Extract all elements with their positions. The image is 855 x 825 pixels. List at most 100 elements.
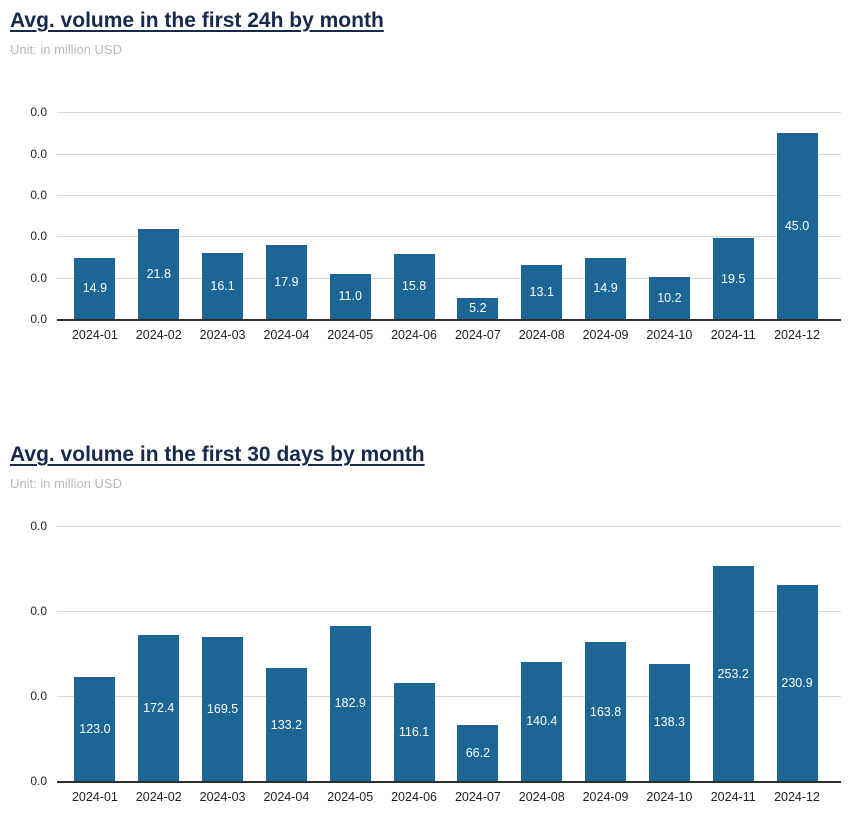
x-tick-label: 2024-02 [135, 790, 182, 805]
bar-value-label: 15.8 [401, 279, 427, 294]
plot-area-30d: 0.0 0.0 0.0 0.0 123.0 172.4 169.5 133.2 182.9 116… [30, 519, 841, 788]
plot-area-24h: 0.0 0.0 0.0 0.0 0.0 0.0 14.9 21.8 16.1 17.9 11.0 15… [30, 105, 841, 326]
bar-2024-06: 15.8 [393, 253, 435, 320]
bar-value-label: 14.9 [82, 281, 108, 296]
bar-2024-02: 21.8 [138, 228, 180, 320]
bar-2024-06: 116.1 [393, 682, 435, 782]
bar-2024-01: 14.9 [74, 257, 116, 320]
bar-value-label: 14.9 [593, 281, 618, 296]
bar-value-label: 19.5 [721, 271, 746, 286]
bar-value-label: 116.1 [398, 724, 430, 739]
bar-value-label: 138.3 [653, 715, 685, 730]
bar-value-label: 13.1 [529, 284, 554, 299]
bar-2024-11: 19.5 [712, 238, 754, 320]
chart-title-30d: Avg. volume in the first 30 days by mont… [10, 443, 425, 467]
bar-slot: 14.9 [63, 112, 127, 320]
bar-value-label: 5.2 [469, 301, 487, 316]
bar-2024-10: 138.3 [648, 663, 690, 782]
bar-value-label: 182.9 [334, 696, 366, 711]
bar-value-label: 123.0 [79, 721, 111, 736]
bar-2024-05: 182.9 [329, 625, 371, 782]
bar-slot: 21.8 [127, 112, 191, 320]
bar-slot: 169.5 [191, 526, 255, 782]
x-tick-label: 2024-09 [582, 328, 629, 343]
x-axis-labels-30d: 2024-01 2024-02 2024-03 2024-04 2024-05 2024-… [57, 790, 841, 804]
chart-subtitle-30d: Unit: in million USD [10, 476, 122, 492]
bar-slot: 163.8 [574, 526, 638, 782]
bar-slot: 182.9 [318, 526, 382, 782]
x-tick-label: 2024-08 [518, 328, 565, 343]
bar-value-label: 45.0 [784, 218, 810, 233]
bar-slot: 14.9 [574, 112, 638, 320]
y-tick-label: 0.0 [30, 519, 47, 534]
bar-slot: 15.8 [382, 112, 446, 320]
bar-value-label: 163.8 [589, 704, 622, 719]
bar-chart-24h: 0.0 0.0 0.0 0.0 0.0 0.0 14.9 21.8 16.1 17.9 11.0 15… [30, 105, 841, 342]
gridline [57, 236, 841, 238]
bar-2024-04: 17.9 [265, 245, 307, 320]
y-tick-label: 0.0 [30, 604, 47, 619]
bar-value-label: 140.4 [526, 714, 558, 729]
bar-slot: 19.5 [701, 112, 765, 320]
bars-row: 123.0 172.4 169.5 133.2 182.9 116.1 66.2 140.4 1… [57, 526, 841, 782]
y-tick-label: 0.0 [30, 774, 47, 789]
x-tick-label: 2024-12 [774, 328, 820, 343]
bar-value-label: 11.0 [338, 289, 362, 304]
x-tick-label: 2024-03 [199, 790, 246, 805]
x-tick-label: 2024-06 [391, 328, 437, 343]
bar-slot: 5.2 [446, 112, 510, 320]
x-tick-label: 2024-03 [199, 328, 246, 343]
bar-slot: 66.2 [446, 526, 510, 782]
bar-2024-03: 16.1 [202, 252, 244, 320]
bar-2024-10: 10.2 [648, 276, 690, 320]
x-tick-label: 2024-10 [646, 790, 693, 805]
bar-value-label: 169.5 [206, 702, 239, 717]
y-tick-label: 0.0 [30, 312, 47, 327]
bar-value-label: 172.4 [143, 700, 175, 715]
bar-2024-03: 169.5 [202, 637, 244, 782]
bar-slot: 133.2 [254, 526, 318, 782]
bar-slot: 10.2 [637, 112, 701, 320]
bar-2024-05: 11.0 [329, 273, 371, 320]
chart-section-30d: Avg. volume in the first 30 days by mont… [10, 442, 841, 804]
chart-title-24h: Avg. volume in the first 24h by month [10, 9, 384, 32]
bar-2024-08: 140.4 [521, 662, 563, 782]
bar-value-label: 253.2 [717, 666, 749, 681]
bar-slot: 230.9 [765, 526, 829, 782]
bar-2024-09: 163.8 [585, 642, 627, 782]
bar-2024-11: 253.2 [712, 566, 754, 782]
gridline [57, 526, 841, 528]
bar-slot: 253.2 [701, 526, 765, 782]
x-tick-label: 2024-01 [71, 328, 118, 343]
bar-slot: 13.1 [510, 112, 574, 320]
x-tick-label: 2024-08 [518, 790, 565, 805]
bar-2024-01: 123.0 [74, 676, 116, 782]
x-axis-labels-24h: 2024-01 2024-02 2024-03 2024-04 2024-05 2024-… [57, 328, 841, 342]
chart-subtitle-24h: Unit: in million USD [10, 42, 122, 58]
bar-value-label: 133.2 [270, 717, 303, 732]
bar-value-label: 17.9 [274, 274, 299, 289]
bar-chart-30d: 0.0 0.0 0.0 0.0 123.0 172.4 169.5 133.2 182.9 116… [30, 519, 841, 804]
bar-slot: 123.0 [63, 526, 127, 782]
bar-2024-12: 45.0 [776, 132, 818, 320]
bar-2024-02: 172.4 [138, 634, 180, 782]
gridline [57, 277, 841, 279]
x-tick-label: 2024-06 [391, 790, 437, 805]
y-tick-label: 0.0 [30, 270, 47, 285]
gridline [57, 153, 841, 155]
x-tick-label: 2024-07 [454, 328, 501, 343]
bar-slot: 116.1 [382, 526, 446, 782]
gridline [57, 194, 841, 196]
x-tick-label: 2024-01 [71, 790, 118, 805]
x-tick-label: 2024-05 [327, 328, 374, 343]
chart-section-24h: Avg. volume in the first 24h by month Un… [10, 8, 841, 342]
x-tick-label: 2024-04 [263, 328, 310, 343]
gridline [57, 112, 841, 114]
bar-2024-07: 66.2 [457, 725, 499, 782]
y-tick-label: 0.0 [30, 146, 47, 161]
x-tick-label: 2024-02 [135, 328, 182, 343]
bar-2024-09: 14.9 [585, 257, 627, 320]
x-tick-label: 2024-11 [710, 328, 756, 343]
y-tick-label: 0.0 [30, 689, 47, 704]
bar-value-label: 66.2 [465, 745, 491, 760]
